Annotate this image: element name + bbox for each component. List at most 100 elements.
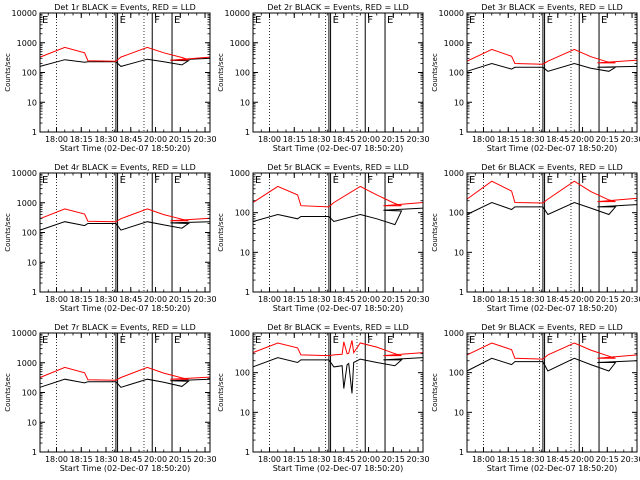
y-tick-label: 100 <box>235 69 250 78</box>
events-series-line <box>252 357 424 394</box>
y-axis-label: Counts/sec <box>217 373 225 412</box>
segment-marker: F <box>581 15 587 26</box>
lld-series-line <box>466 48 638 65</box>
x-tick-label: 20:15 <box>382 455 405 464</box>
x-tick-label: 18:45 <box>119 455 142 464</box>
x-tick-label: 18:45 <box>332 295 355 304</box>
y-axis-label: Counts/sec <box>217 213 225 252</box>
x-axis-label: Start Time (02-Dec-07 18:50:20) <box>273 144 404 153</box>
x-tick-label: 18:15 <box>283 455 306 464</box>
y-tick-label: 100 <box>449 69 464 78</box>
y-axis-label: Counts/sec <box>431 53 439 92</box>
y-tick-label: 100 <box>449 369 464 378</box>
panel-title: Det 1r BLACK = Events, RED = LLD <box>54 3 196 12</box>
segment-marker: F <box>581 335 587 346</box>
y-tick-label: 1000 <box>444 329 464 338</box>
segment-marker: E <box>601 175 607 186</box>
segment-marker: F <box>154 335 160 346</box>
y-axis-label: Counts/sec <box>4 373 12 412</box>
segment-marker: E <box>387 335 393 346</box>
x-tick-label: 20:30 <box>621 135 640 144</box>
y-axis-label: Counts/sec <box>4 213 12 252</box>
lld-series-line <box>39 208 211 223</box>
segment-marker: F <box>367 335 373 346</box>
segment-marker: E <box>601 335 607 346</box>
y-tick-label: 10000 <box>12 9 37 18</box>
x-axis-label: Start Time (02-Dec-07 18:50:20) <box>487 144 618 153</box>
plot-frame <box>466 12 638 133</box>
y-axis-label: Counts/sec <box>4 53 12 92</box>
segment-marker: E <box>333 175 339 186</box>
x-tick-label: 18:00 <box>472 455 495 464</box>
segment-marker: E <box>120 175 126 186</box>
x-tick-label: 18:45 <box>332 455 355 464</box>
x-tick-label: 20:15 <box>169 455 192 464</box>
x-axis-label: Start Time (02-Dec-07 18:50:20) <box>273 464 404 473</box>
segment-marker: E <box>469 175 475 186</box>
x-axis-label: Start Time (02-Dec-07 18:50:20) <box>487 464 618 473</box>
y-tick-label: 10 <box>27 98 37 107</box>
panel-title: Det 3r BLACK = Events, RED = LLD <box>481 3 623 12</box>
x-axis-label: Start Time (02-Dec-07 18:50:20) <box>273 304 404 313</box>
y-tick-label: 10 <box>27 418 37 427</box>
x-tick-label: 18:00 <box>472 295 495 304</box>
y-axis-label: Counts/sec <box>431 213 439 252</box>
events-series-line <box>252 207 424 226</box>
segment-marker: E <box>42 15 48 26</box>
x-tick-label: 18:15 <box>70 295 93 304</box>
panel-title: Det 9r BLACK = Events, RED = LLD <box>481 323 623 332</box>
y-tick-label: 100 <box>235 209 250 218</box>
y-tick-label: 1 <box>245 288 250 297</box>
y-tick-label: 1 <box>459 128 464 137</box>
lld-series-line <box>39 46 211 62</box>
panel-title: Det 8r BLACK = Events, RED = LLD <box>267 323 409 332</box>
panel-4: Det 4r BLACK = Events, RED = LLD E E F E 1 10 1… <box>4 163 217 313</box>
x-tick-label: 18:45 <box>546 295 569 304</box>
segment-marker: E <box>547 335 553 346</box>
segment-marker: E <box>469 335 475 346</box>
x-tick-label: 20:15 <box>382 135 405 144</box>
segment-marker: E <box>120 15 126 26</box>
y-tick-label: 1 <box>245 448 250 457</box>
segment-marker: E <box>469 15 475 26</box>
x-tick-label: 20:00 <box>357 295 380 304</box>
x-tick-label: 18:45 <box>119 295 142 304</box>
panel-1: Det 1r BLACK = Events, RED = LLD E E F E 1 10 1… <box>4 3 217 153</box>
plot-frame <box>466 172 638 293</box>
segment-marker: E <box>547 15 553 26</box>
y-tick-label: 10 <box>240 408 250 417</box>
y-tick-label: 1000 <box>17 39 37 48</box>
x-tick-label: 20:30 <box>407 135 430 144</box>
x-tick-label: 18:00 <box>45 455 68 464</box>
x-tick-label: 20:30 <box>194 135 217 144</box>
segment-marker: E <box>333 335 339 346</box>
x-axis-label: Start Time (02-Dec-07 18:50:20) <box>60 144 191 153</box>
panel-9: Det 9r BLACK = Events, RED = LLD E E F E 1 10 1… <box>431 323 640 473</box>
segment-marker: F <box>154 15 160 26</box>
events-series-line <box>466 62 638 72</box>
y-tick-label: 100 <box>22 229 37 238</box>
y-tick-label: 1000 <box>230 169 250 178</box>
y-tick-label: 100 <box>449 209 464 218</box>
y-tick-label: 1000 <box>444 39 464 48</box>
x-tick-label: 18:30 <box>94 135 117 144</box>
y-tick-label: 1 <box>32 128 37 137</box>
segment-marker: E <box>333 15 339 26</box>
x-tick-label: 18:30 <box>307 295 330 304</box>
panel-5: Det 5r BLACK = Events, RED = LLD E E F E 1 10 1… <box>217 163 430 313</box>
events-series-line <box>39 57 211 67</box>
events-series-line <box>39 221 211 231</box>
x-tick-label: 20:00 <box>571 455 594 464</box>
segment-marker: E <box>255 175 261 186</box>
x-tick-label: 18:00 <box>258 455 281 464</box>
y-tick-label: 1 <box>459 448 464 457</box>
x-tick-label: 18:30 <box>521 295 544 304</box>
y-tick-label: 10000 <box>12 329 37 338</box>
y-axis-label: Counts/sec <box>431 373 439 412</box>
panel-3: Det 3r BLACK = Events, RED = LLD E E F E 1 10 1… <box>431 3 640 153</box>
x-tick-label: 18:00 <box>472 135 495 144</box>
x-tick-label: 18:00 <box>45 295 68 304</box>
lld-series-line <box>252 185 424 208</box>
panel-7: Det 7r BLACK = Events, RED = LLD E E F E 1 10 1… <box>4 323 217 473</box>
